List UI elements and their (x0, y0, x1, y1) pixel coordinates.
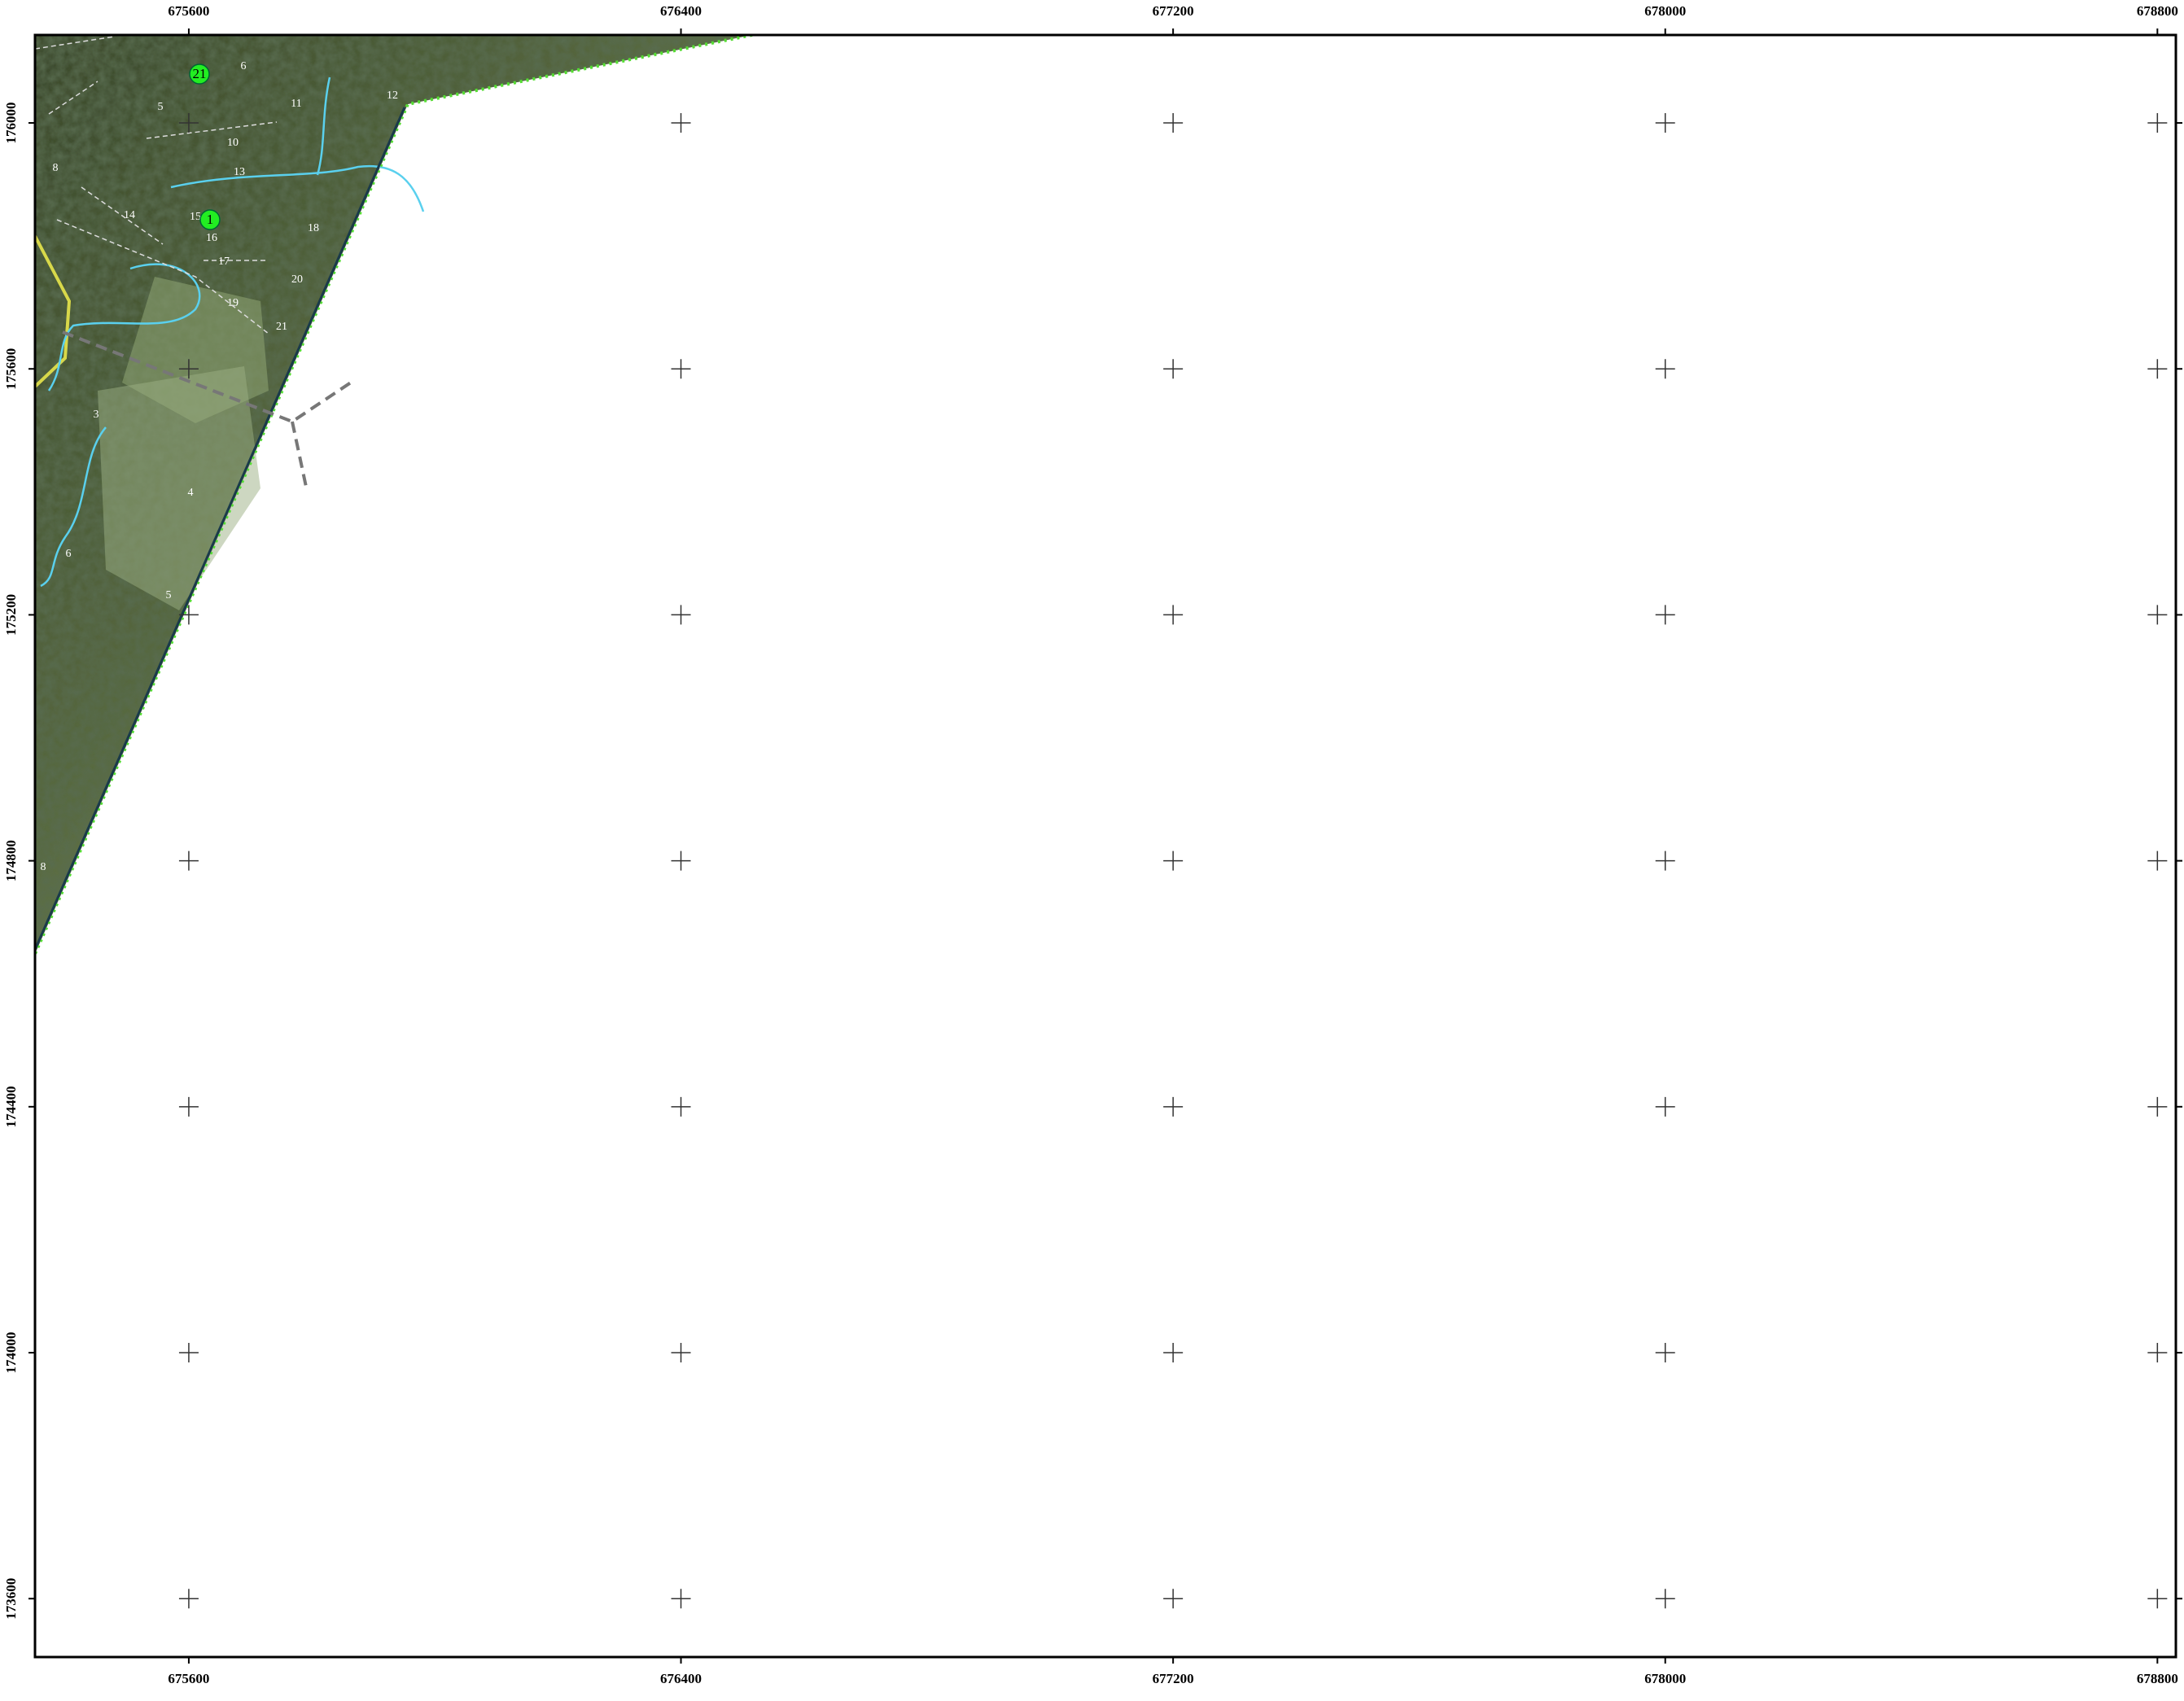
stream (170, 164, 425, 212)
grid-cross (671, 1096, 691, 1117)
parcel-label: 8 (41, 861, 46, 873)
boundary-edge (35, 107, 406, 953)
grid-cross (178, 359, 199, 379)
x-tick-label-bottom: 677200 (1153, 1671, 1194, 1686)
grid-cross (178, 605, 199, 625)
grid-cross (1655, 113, 1675, 133)
grid-cross (671, 605, 691, 625)
grid-cross (2147, 850, 2168, 871)
parcel-label: 8 (53, 162, 59, 174)
parcel-label: 11 (291, 98, 301, 110)
parcel-label: 10 (227, 137, 239, 149)
grid-cross (671, 113, 691, 133)
aerial-imagery (35, 35, 753, 955)
x-tick-label-bottom: 675600 (168, 1671, 209, 1686)
stream (316, 77, 331, 176)
grid-cross (2147, 605, 2168, 625)
y-tick-label: 174800 (3, 840, 19, 881)
meadow (98, 366, 260, 610)
grid-cross (671, 1343, 691, 1363)
grid-cross (178, 1343, 199, 1363)
parcel-label: 15 (190, 211, 201, 223)
x-tick-label-top: 678800 (2137, 3, 2178, 19)
grid-cross (1163, 113, 1184, 133)
grid-cross (1163, 1343, 1184, 1363)
parcel-label: 14 (124, 209, 135, 221)
parcel-label: 18 (308, 222, 319, 234)
grid-cross (178, 1096, 199, 1117)
x-tick-label-bottom: 676400 (660, 1671, 702, 1686)
x-tick-label-bottom: 678000 (1644, 1671, 1686, 1686)
survey-point (189, 63, 210, 85)
stream (47, 263, 201, 391)
dashed-path (62, 330, 352, 488)
grid-cross (178, 113, 199, 133)
grid-cross (1655, 850, 1675, 871)
parcel-label: 16 (206, 232, 217, 244)
x-tick-label-top: 677200 (1153, 3, 1194, 19)
road (35, 235, 72, 388)
parcel-label: 20 (291, 273, 303, 286)
survey-point-label: 21 (193, 66, 207, 81)
x-tick-label-top: 676400 (660, 3, 702, 19)
grid-cross (1163, 850, 1184, 871)
grid-cross (1163, 1096, 1184, 1117)
grid-cross (2147, 1343, 2168, 1363)
grid-cross (1655, 1096, 1675, 1117)
parcel-label: 3 (94, 409, 99, 421)
grid-cross (1163, 359, 1184, 379)
grid-cross (1655, 605, 1675, 625)
y-tick-label: 173600 (3, 1578, 19, 1620)
y-tick-label: 176000 (3, 103, 19, 144)
parcel-label: 21 (276, 321, 287, 333)
grid-cross (178, 850, 199, 871)
grid-cross (1655, 1589, 1675, 1609)
parcel-label: 5 (166, 589, 172, 601)
grid-cross (1163, 605, 1184, 625)
grid-cross (1655, 359, 1675, 379)
x-tick-label-top: 675600 (168, 3, 209, 19)
grid-cross (671, 850, 691, 871)
parcel-label: 19 (227, 297, 239, 309)
y-tick-label: 174400 (3, 1086, 19, 1127)
y-tick-label: 174000 (3, 1332, 19, 1374)
x-tick-label-top: 678000 (1644, 3, 1686, 19)
parcel-label: 17 (218, 256, 230, 268)
grid-cross (1163, 1589, 1184, 1609)
survey-point (199, 209, 221, 230)
grid-cross (2147, 1589, 2168, 1609)
map-frame (33, 33, 2177, 1659)
grid-cross (2147, 1096, 2168, 1117)
y-tick-label: 175200 (3, 594, 19, 636)
imagery-area (35, 35, 752, 954)
parcel-label: 4 (188, 487, 194, 499)
parcel-label: 5 (158, 101, 164, 113)
grid-cross (2147, 359, 2168, 379)
y-tick-label: 175600 (3, 348, 19, 390)
grid-cross (1655, 1343, 1675, 1363)
grid-cross (671, 1589, 691, 1609)
grid-cross (2147, 113, 2168, 133)
parcel-boundary (35, 36, 278, 335)
parcel-label: 6 (66, 548, 72, 560)
grid-cross (178, 1589, 199, 1609)
stream (40, 426, 107, 588)
parcel-label: 13 (234, 166, 245, 178)
grid-cross (671, 359, 691, 379)
x-tick-label-bottom: 678800 (2137, 1671, 2178, 1686)
survey-point-label: 1 (207, 212, 214, 227)
parcel-label: 12 (387, 90, 398, 102)
parcel-label: 6 (241, 60, 247, 72)
